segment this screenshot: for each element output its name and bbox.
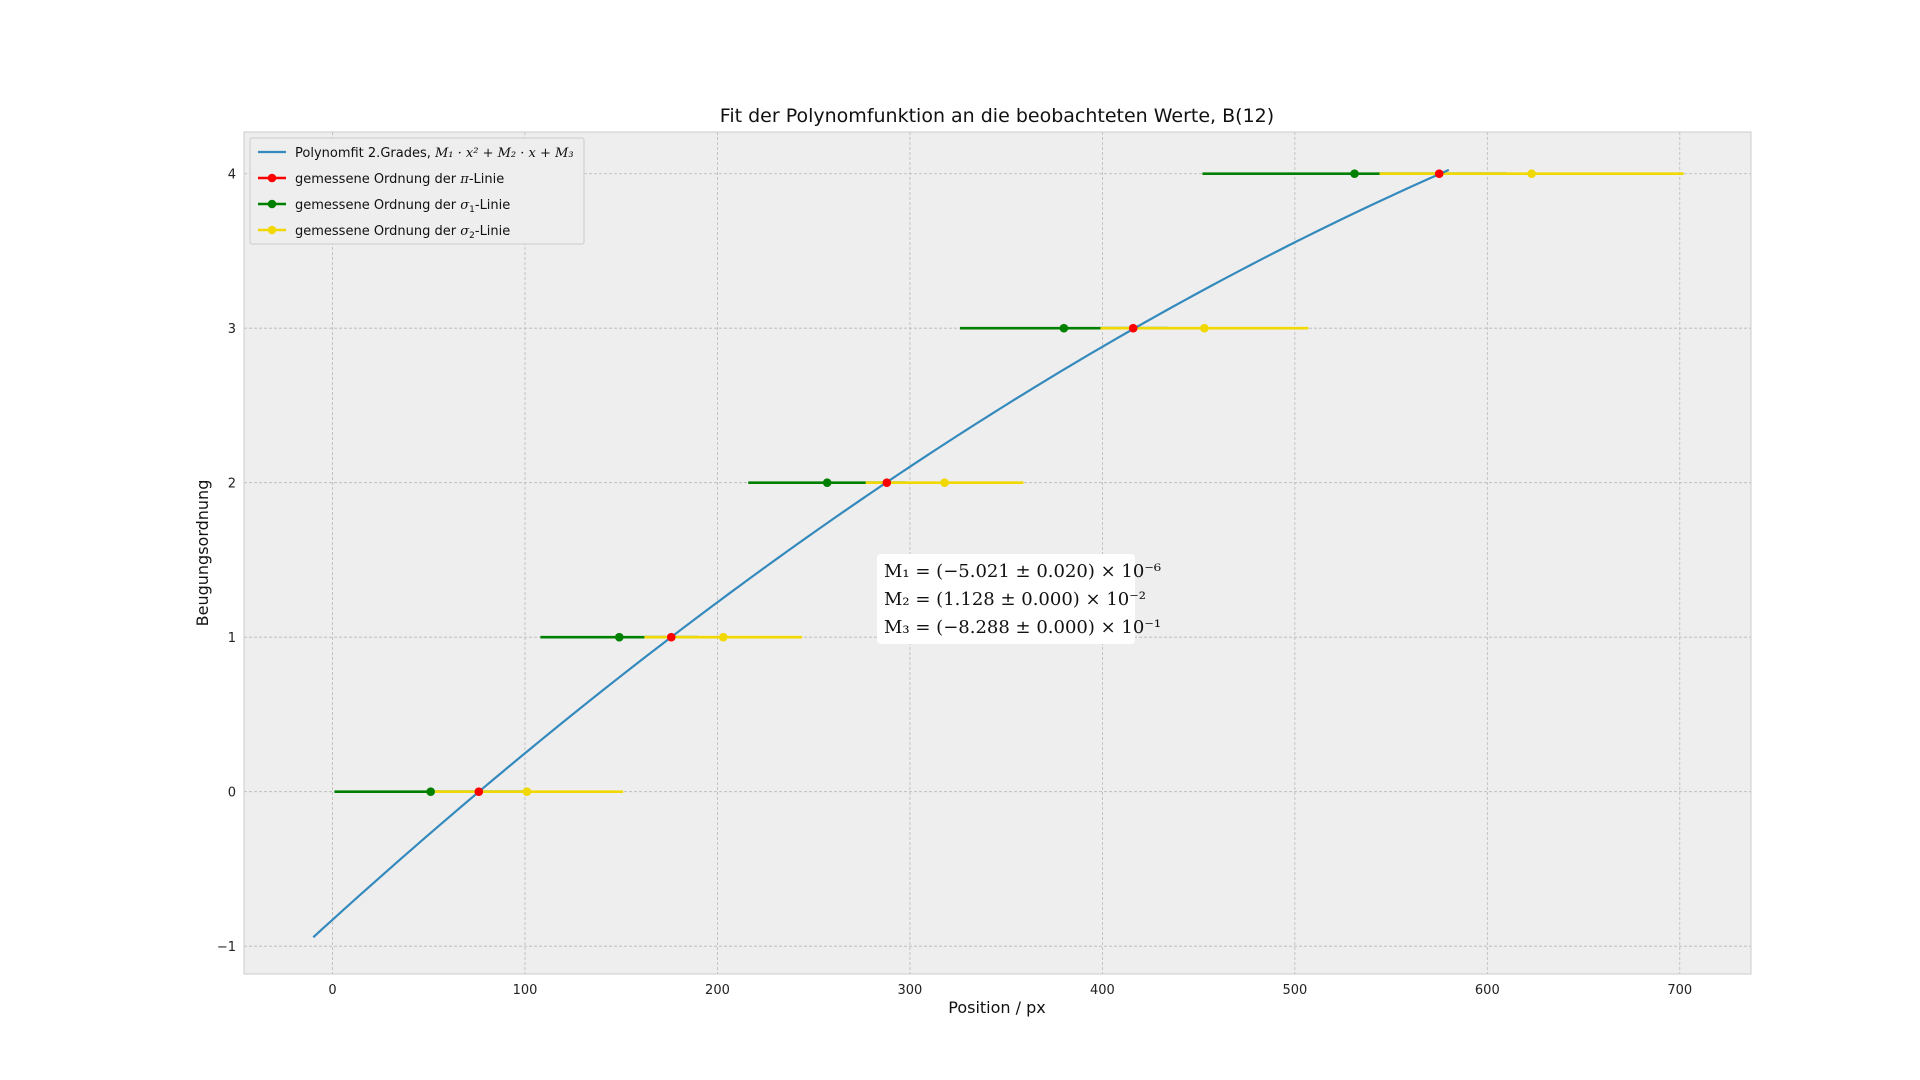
legend-label-symbol: σ <box>460 224 470 239</box>
legend-swatch-marker <box>267 199 277 209</box>
legend-swatch-marker <box>267 173 277 183</box>
data-point <box>426 787 435 796</box>
legend-label-subscript: 1 <box>469 205 475 215</box>
y-axis-label: Beugungsordnung <box>193 480 212 627</box>
legend-label-subscript: 2 <box>469 231 475 241</box>
data-point <box>474 787 484 796</box>
legend-label-prefix: gemessene Ordnung der <box>295 224 460 239</box>
coefficient-box-background <box>877 554 1135 644</box>
y-tick-label: 1 <box>228 631 236 646</box>
plot-frame <box>243 131 1752 975</box>
y-tick-label: 2 <box>228 477 236 492</box>
x-tick-label: 600 <box>1475 983 1500 998</box>
legend-label-suffix: -Linie <box>475 224 510 239</box>
data-point <box>822 478 832 488</box>
x-tick-label: 400 <box>1090 983 1115 998</box>
legend-fit-label: Polynomfit 2.Grades, M₁ · x² + M₂ · x + … <box>295 146 574 161</box>
fit-line <box>312 168 1450 939</box>
legend-label-symbol: σ <box>460 198 470 213</box>
data-point <box>1128 323 1138 333</box>
coefficient-m2: M₂ = (1.128 ± 0.000) × 10⁻² <box>884 589 1146 610</box>
data-points <box>426 169 1536 796</box>
x-tick-label: 200 <box>705 983 730 998</box>
legend-label-prefix: gemessene Ordnung der <box>295 172 460 187</box>
data-point <box>882 478 892 488</box>
chart-title: Fit der Polynomfunktion an die beobachte… <box>720 105 1274 127</box>
data-point <box>1434 169 1444 179</box>
legend-series-label: gemessene Ordnung der π-Linie <box>295 172 504 187</box>
y-tick-label: 0 <box>228 786 236 801</box>
legend-box <box>249 137 585 245</box>
data-point <box>666 632 676 642</box>
data-point <box>615 632 624 642</box>
legend-label-suffix: -Linie <box>475 198 510 213</box>
plot-background <box>244 132 1751 974</box>
y-tick-label: 4 <box>228 168 236 183</box>
x-axis-ticks: 0 100 200 300 400 500 600 700 <box>328 983 1692 998</box>
data-point <box>1059 323 1069 333</box>
legend-fit-formula: M₁ · x² + M₂ · x + M₃ <box>434 146 574 161</box>
legend-label-suffix: -Linie <box>469 172 504 187</box>
legend-swatch-marker <box>267 225 277 235</box>
coefficient-m3: M₃ = (−8.288 ± 0.000) × 10⁻¹ <box>884 617 1161 638</box>
x-tick-label: 700 <box>1667 983 1692 998</box>
legend-label-symbol: π <box>459 172 469 187</box>
x-tick-label: 300 <box>898 983 923 998</box>
data-point <box>1350 169 1359 179</box>
legend-series-label: gemessene Ordnung der σ2-Linie <box>295 224 510 241</box>
data-point <box>1527 169 1536 179</box>
x-axis-label: Position / px <box>948 998 1045 1017</box>
coefficient-m1: M₁ = (−5.021 ± 0.020) × 10⁻⁶ <box>884 561 1161 582</box>
data-point <box>718 632 728 642</box>
data-point <box>1200 323 1209 333</box>
data-point <box>522 787 532 796</box>
y-axis-ticks: −1 0 1 2 3 4 <box>217 168 236 955</box>
y-tick-label: −1 <box>217 940 236 955</box>
legend-label-prefix: gemessene Ordnung der <box>295 198 460 213</box>
y-tick-label: 3 <box>228 322 236 337</box>
legend: Polynomfit 2.Grades, M₁ · x² + M₂ · x + … <box>249 137 585 245</box>
legend-fit-text: Polynomfit 2.Grades, <box>295 146 435 161</box>
data-point <box>940 478 949 488</box>
x-tick-label: 0 <box>328 983 336 998</box>
coefficient-box: M₁ = (−5.021 ± 0.020) × 10⁻⁶ M₂ = (1.128… <box>877 554 1161 644</box>
x-tick-label: 500 <box>1282 983 1307 998</box>
x-tick-label: 100 <box>513 983 538 998</box>
legend-series-label: gemessene Ordnung der σ1-Linie <box>295 198 510 215</box>
